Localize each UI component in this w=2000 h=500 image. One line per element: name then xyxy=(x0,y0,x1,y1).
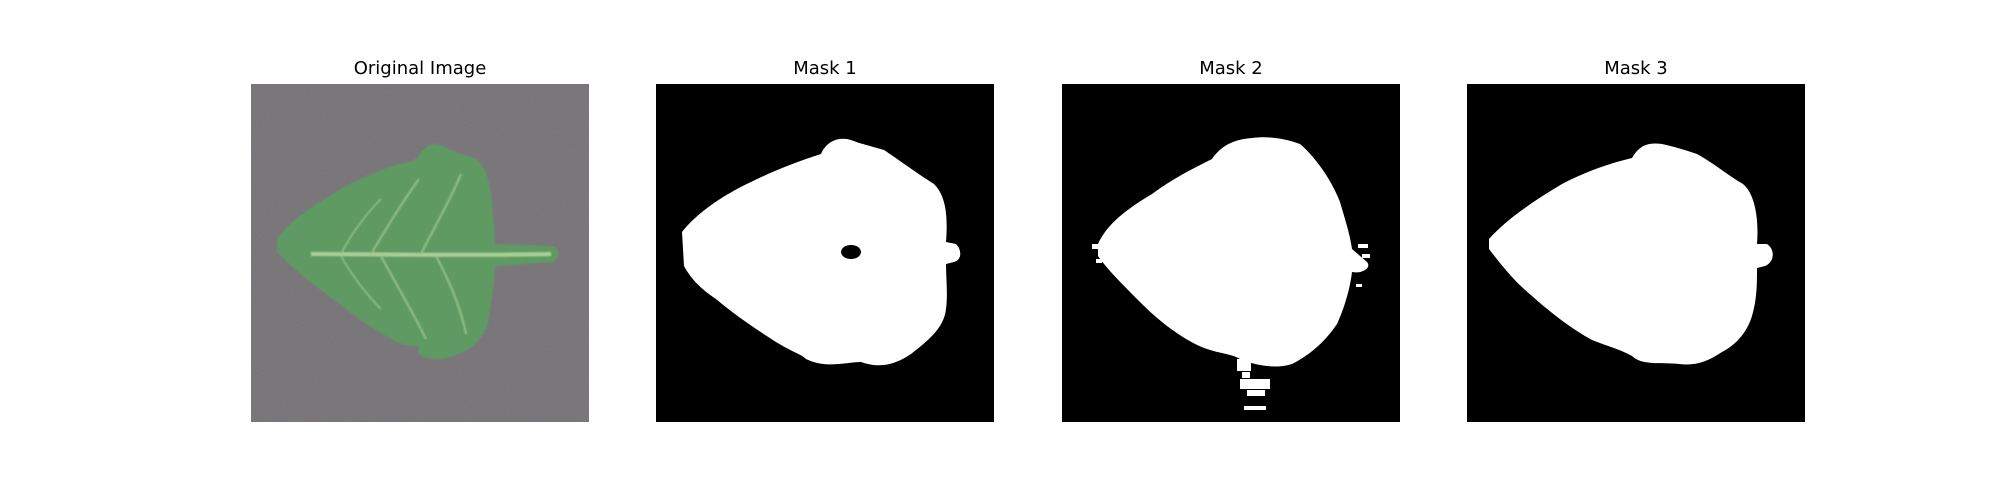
panel-mask-1: Mask 1 xyxy=(656,0,994,500)
mask-3-image xyxy=(1467,84,1805,422)
mask-1-image xyxy=(656,84,994,422)
panel-title: Mask 2 xyxy=(1062,57,1400,81)
panel-title: Original Image xyxy=(251,57,589,81)
panel-title: Mask 3 xyxy=(1467,57,1805,81)
original-leaf-photo xyxy=(251,84,589,422)
panel-title: Mask 1 xyxy=(656,57,994,81)
panel-mask-3: Mask 3 xyxy=(1467,0,1805,500)
mask-2-image xyxy=(1062,84,1400,422)
panel-original-image: Original Image xyxy=(251,0,589,500)
panel-mask-2: Mask 2 xyxy=(1062,0,1400,500)
